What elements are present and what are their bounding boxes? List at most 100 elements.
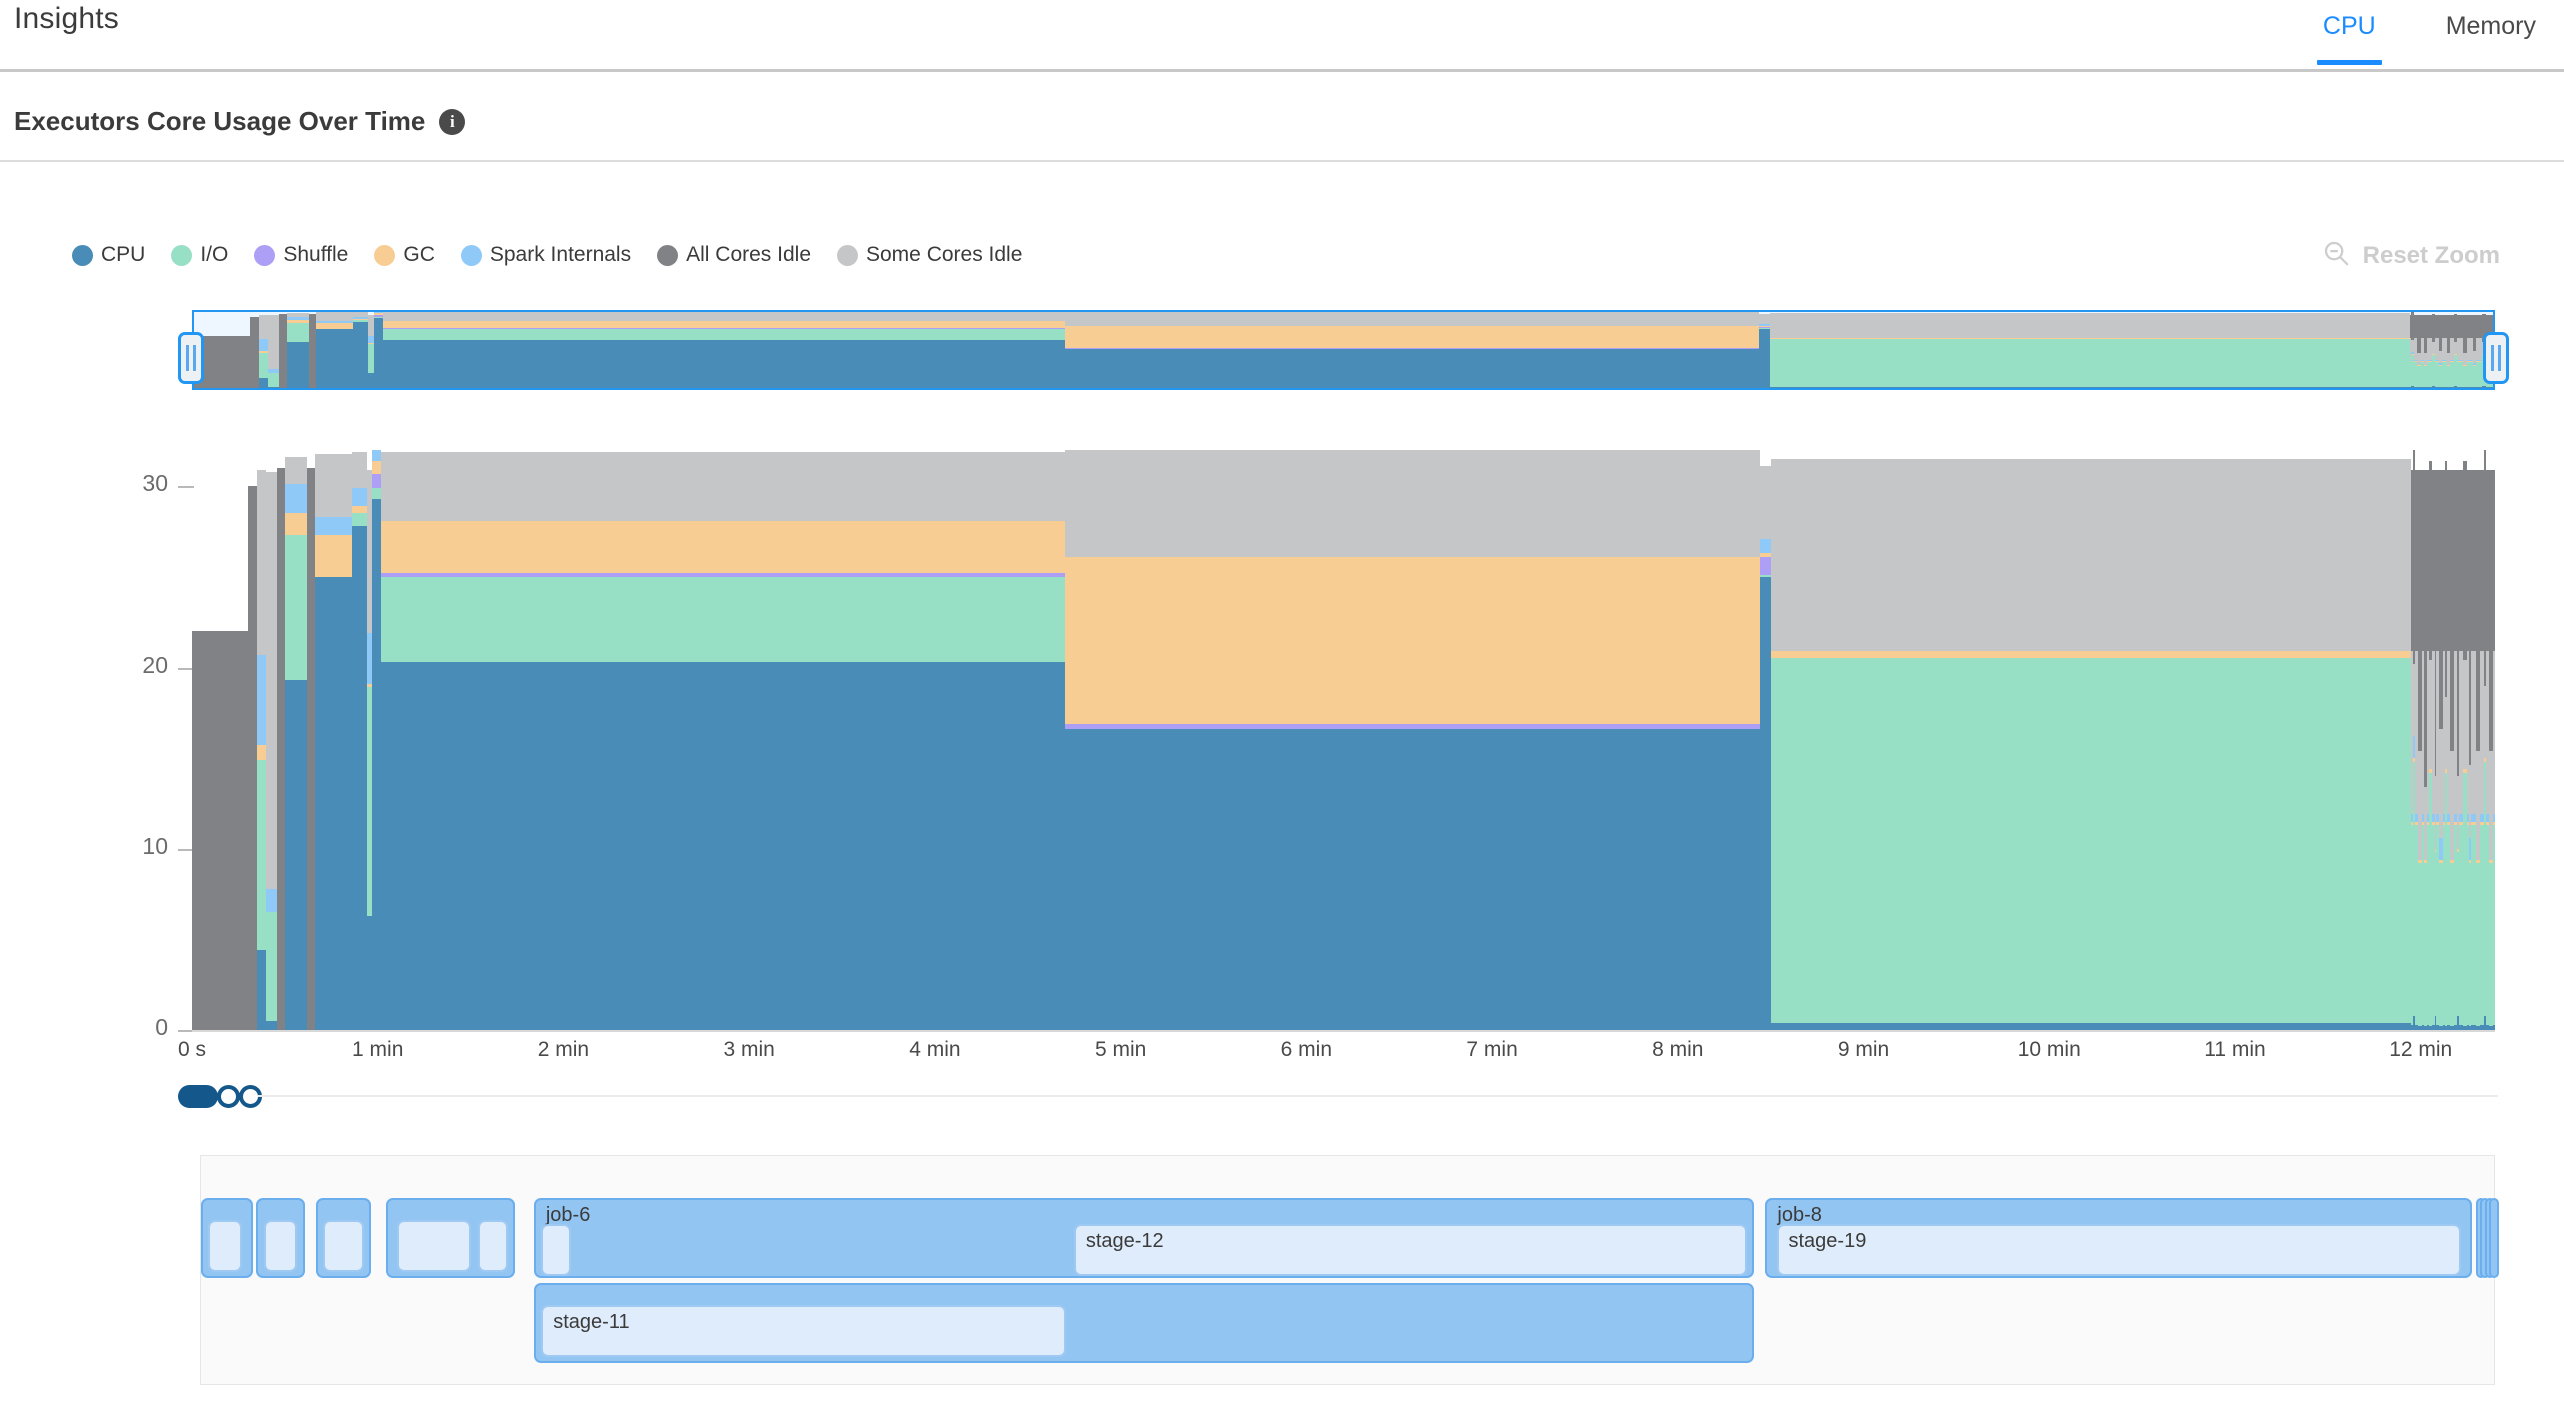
legend-item-all-cores-idle[interactable]: All Cores Idle: [657, 243, 811, 267]
tab-memory[interactable]: Memory: [2445, 12, 2536, 40]
timeline-job-bar[interactable]: [2489, 1198, 2500, 1278]
usage-band: [2444, 450, 2448, 1030]
usage-segment: [2463, 324, 2467, 354]
usage-segment: [266, 1020, 278, 1030]
usage-segment: [2429, 772, 2433, 1027]
usage-segment: [266, 471, 278, 889]
usage-segment: [2416, 324, 2421, 354]
usage-segment: [1065, 347, 1759, 349]
timeline-stage-bar[interactable]: [478, 1220, 508, 1272]
usage-band: [257, 450, 267, 1030]
usage-segment: [2450, 859, 2455, 864]
usage-segment: [2468, 529, 2472, 766]
pager-page-2[interactable]: [217, 1085, 240, 1108]
legend-item-cpu[interactable]: CPU: [72, 243, 145, 267]
legend-item-some-cores-idle[interactable]: Some Cores Idle: [837, 243, 1022, 267]
timeline-stage-bar[interactable]: stage-11: [541, 1305, 1067, 1357]
usage-band: [279, 312, 287, 388]
usage-segment: [277, 468, 285, 1030]
usage-segment: [2476, 551, 2481, 751]
usage-segment: [366, 687, 373, 916]
y-tick-label: 20: [142, 651, 168, 678]
usage-segment: [2450, 551, 2455, 751]
pager-divider: [258, 1095, 2498, 1097]
usage-segment: [351, 526, 367, 1030]
brush-handle-left[interactable]: [178, 332, 204, 384]
usage-band: [2483, 450, 2487, 1030]
usage-segment: [1065, 312, 1759, 327]
y-tick-label: 30: [142, 470, 168, 497]
timeline-stage-bar[interactable]: stage-12: [1073, 1224, 1747, 1276]
usage-band: [2489, 450, 2493, 1030]
usage-segment: [316, 312, 354, 321]
usage-segment: [351, 488, 367, 507]
usage-segment: [2454, 385, 2457, 388]
usage-segment: [2411, 354, 2415, 386]
usage-segment: [1064, 450, 1760, 557]
legend-swatch-icon: [254, 244, 276, 266]
chart-plot-area[interactable]: [192, 450, 2495, 1030]
usage-band: [2409, 312, 2493, 388]
usage-segment: [2476, 1026, 2481, 1030]
jobs-timeline[interactable]: job-6 stage-12 stage-11 job-8 stage-19: [200, 1155, 2500, 1385]
usage-segment: [268, 314, 280, 370]
usage-segment: [2483, 761, 2487, 1016]
usage-segment: [2489, 863, 2493, 1027]
usage-segment: [316, 323, 354, 329]
timeline-stage-bar[interactable]: [323, 1220, 364, 1272]
usage-segment: [2409, 314, 2493, 339]
usage-segment: [2417, 750, 2422, 860]
usage-segment: [373, 315, 384, 317]
timeline-stage-bar[interactable]: [208, 1220, 242, 1272]
legend-item-spark-internals[interactable]: Spark Internals: [460, 243, 631, 267]
usage-segment: [368, 343, 374, 374]
usage-segment: [2489, 859, 2493, 864]
legend-item-gc[interactable]: GC: [374, 243, 435, 267]
brush-handle-right[interactable]: [2483, 332, 2509, 384]
usage-segment: [279, 314, 287, 388]
legend-item-i-o[interactable]: I/O: [171, 243, 228, 267]
usage-segment: [1064, 556, 1760, 724]
timeline-stage-bar[interactable]: stage-19: [1776, 1224, 2461, 1276]
info-icon[interactable]: i: [439, 108, 466, 135]
usage-segment: [2431, 342, 2436, 355]
tab-cpu[interactable]: CPU: [2316, 0, 2382, 65]
overview-brush[interactable]: [178, 310, 2509, 390]
pager-page-1[interactable]: [178, 1085, 218, 1108]
usage-segment: [2424, 551, 2427, 788]
usage-segment: [2431, 354, 2436, 386]
usage-segment: [2454, 354, 2457, 386]
timeline-stage-bar[interactable]: [397, 1220, 471, 1272]
usage-band: [2439, 312, 2442, 388]
usage-band: [2446, 312, 2451, 388]
usage-segment: [316, 328, 354, 388]
usage-segment: [2489, 1026, 2493, 1030]
usage-segment: [2463, 660, 2467, 769]
timeline-stage-bar[interactable]: [263, 1220, 298, 1272]
usage-segment: [2456, 540, 2460, 777]
x-tick-label: 11 min: [2204, 1038, 2266, 1061]
chart-pager[interactable]: [178, 1085, 262, 1108]
usage-segment: [257, 469, 267, 655]
y-tick-mark: [178, 667, 194, 670]
usage-segment: [2413, 736, 2416, 759]
usage-band: [2456, 450, 2460, 1030]
timeline-job-label: job-6: [545, 1204, 591, 1226]
usage-band: [2439, 450, 2443, 1030]
reset-zoom-button[interactable]: Reset Zoom: [2321, 238, 2500, 273]
usage-segment: [353, 319, 369, 321]
legend-item-shuffle[interactable]: Shuffle: [254, 243, 348, 267]
page-title: Insights: [14, 2, 119, 35]
usage-segment: [2413, 758, 2416, 762]
usage-segment: [266, 888, 278, 913]
usage-band: [249, 312, 259, 388]
usage-segment: [1759, 556, 1771, 576]
usage-band: [2454, 312, 2457, 388]
usage-segment: [257, 745, 267, 760]
usage-segment: [2417, 1026, 2422, 1030]
usage-segment: [316, 320, 354, 324]
chart-title: Executors Core Usage Over Time: [14, 106, 426, 136]
timeline-stage-bar[interactable]: [541, 1224, 571, 1276]
usage-segment: [314, 535, 352, 577]
usage-segment: [257, 759, 267, 951]
